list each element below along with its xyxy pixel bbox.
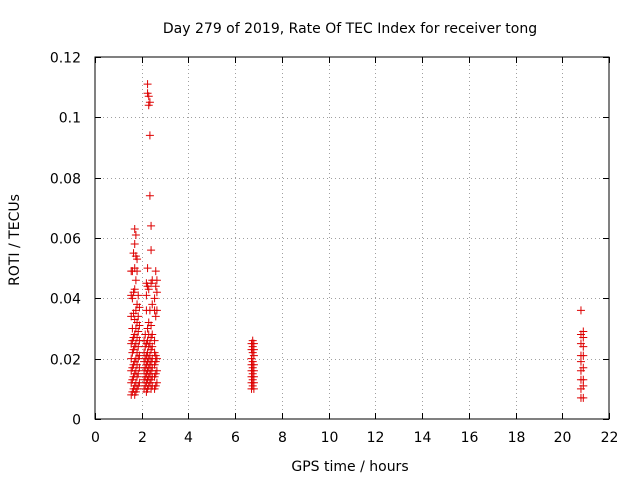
data-point-marker <box>128 294 137 303</box>
data-point-marker <box>145 191 154 200</box>
data-point-marker <box>579 393 588 402</box>
x-tick-label: 2 <box>138 430 147 446</box>
data-point-marker <box>144 92 153 101</box>
x-tick-label: 14 <box>414 430 432 446</box>
data-point-marker <box>131 230 140 239</box>
data-point-marker <box>134 291 143 300</box>
x-tick-label: 10 <box>321 430 339 446</box>
y-tick-label: 0 <box>72 413 81 429</box>
chart-title: Day 279 of 2019, Rate Of TEC Index for r… <box>163 21 537 37</box>
x-tick-label: 12 <box>367 430 385 446</box>
data-point-marker <box>152 366 161 375</box>
data-point-marker <box>135 351 144 360</box>
data-point-marker <box>134 369 143 378</box>
data-point-marker <box>152 354 161 363</box>
x-tick-label: 8 <box>278 430 287 446</box>
data-point-marker <box>249 339 258 348</box>
data-point-marker <box>144 285 153 294</box>
data-point-marker <box>135 378 144 387</box>
data-point-marker <box>150 294 159 303</box>
x-tick-label: 6 <box>231 430 240 446</box>
data-point-marker <box>135 303 144 312</box>
y-tick-label: 0.12 <box>50 51 81 67</box>
y-axis-label: ROTI / TECUs <box>7 194 23 286</box>
data-point-marker <box>151 267 160 276</box>
data-point-marker <box>148 342 157 351</box>
data-point-marker <box>134 327 143 336</box>
data-point-marker <box>249 360 258 369</box>
data-point-marker <box>133 267 142 276</box>
data-point-marker <box>152 288 161 297</box>
grid-lines <box>95 57 609 419</box>
data-point-marker <box>130 240 139 249</box>
y-tick-label: 0.02 <box>50 353 81 369</box>
data-point-marker <box>579 327 588 336</box>
data-point-marker <box>143 80 152 89</box>
data-point-marker <box>151 282 160 291</box>
data-point-marker <box>133 255 142 264</box>
data-point-marker <box>152 378 161 387</box>
x-tick-label: 18 <box>508 430 526 446</box>
y-tick-label: 0.1 <box>59 111 81 127</box>
x-tick-label: 0 <box>91 430 100 446</box>
data-point-marker <box>145 131 154 140</box>
data-points <box>127 80 588 402</box>
data-point-marker <box>579 351 588 360</box>
data-point-marker <box>147 221 156 230</box>
data-point-marker <box>579 375 588 384</box>
data-point-marker <box>131 276 140 285</box>
data-point-marker <box>134 342 143 351</box>
data-point-marker <box>152 276 161 285</box>
data-point-marker <box>150 336 159 345</box>
y-tick-label: 0.08 <box>50 172 81 188</box>
x-tick-label: 4 <box>184 430 193 446</box>
x-tick-label: 22 <box>601 430 619 446</box>
x-tick-label: 16 <box>461 430 479 446</box>
y-tick-label: 0.04 <box>50 292 81 308</box>
data-point-marker <box>576 306 585 315</box>
data-point-marker <box>147 246 156 255</box>
data-point-marker <box>145 98 154 107</box>
y-tick-label: 0.06 <box>50 232 81 248</box>
data-point-marker <box>147 321 156 330</box>
data-point-marker <box>130 285 139 294</box>
x-axis-label: GPS time / hours <box>291 459 408 475</box>
data-point-marker <box>134 312 143 321</box>
data-point-marker <box>579 363 588 372</box>
data-point-marker <box>148 330 157 339</box>
data-point-marker <box>151 312 160 321</box>
data-point-marker <box>143 264 152 273</box>
data-point-marker <box>579 342 588 351</box>
axis-ticks: 0 2 4 6 8 10 12 14 16 18 20 22 0 0.02 0.04 0.06 0.08 0.1 0… <box>50 51 619 447</box>
data-point-marker <box>152 306 161 315</box>
data-point-marker <box>148 300 157 309</box>
data-point-marker <box>130 224 139 233</box>
data-point-marker <box>135 321 144 330</box>
x-tick-label: 20 <box>554 430 572 446</box>
data-point-marker <box>142 291 151 300</box>
